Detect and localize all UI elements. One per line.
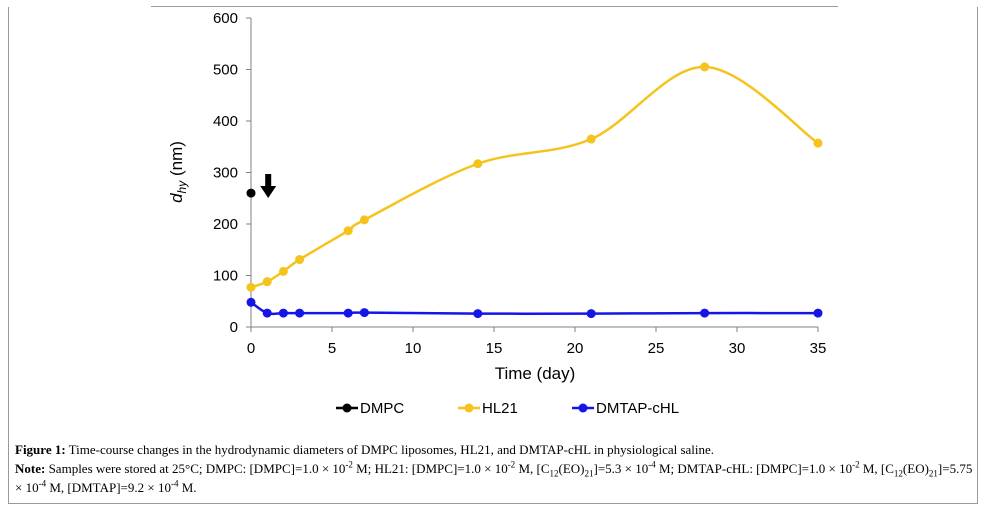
legend-label: DMTAP-cHL xyxy=(596,400,679,417)
series-line-dmtap-chl xyxy=(250,301,819,316)
legend-marker xyxy=(464,403,474,413)
frame-gap-left xyxy=(8,6,151,7)
series-line-hl21 xyxy=(250,65,819,289)
data-point-hl21 xyxy=(359,215,369,225)
y-tick-label: 300 xyxy=(213,165,238,182)
series-layer xyxy=(246,62,823,319)
data-point-hl21 xyxy=(700,62,710,72)
data-point-dmtap-chl xyxy=(700,308,710,318)
legend-label: HL21 xyxy=(482,400,518,417)
data-point-dmtap-chl xyxy=(359,308,369,318)
figure-text: Time-course changes in the hydrodynamic … xyxy=(65,442,715,457)
x-tick-label: 35 xyxy=(810,340,827,357)
y-axis-title-subscript: hy xyxy=(175,180,189,194)
line-chart: 0 100 200 300 400 500 600 0 5 10 15 20 25 30 35 Time (… xyxy=(167,10,826,417)
legend-label: DMPC xyxy=(360,400,404,417)
x-tick-label: 20 xyxy=(567,340,584,357)
data-point-dmtap-chl xyxy=(246,297,256,307)
data-point-hl21 xyxy=(295,255,305,265)
frame-gap-right xyxy=(838,6,978,7)
axes xyxy=(246,17,819,332)
x-tick-label: 10 xyxy=(405,340,422,357)
figure-label: Figure 1: xyxy=(15,442,66,457)
data-point-hl21 xyxy=(246,282,256,292)
y-tick-label: 100 xyxy=(213,268,238,285)
data-point-hl21 xyxy=(343,226,353,236)
y-tick-label: 600 xyxy=(213,10,238,27)
figure-caption: Figure 1: Time-course changes in the hyd… xyxy=(15,440,973,497)
legend-item-hl21: HL21 xyxy=(458,400,518,417)
legend-item-dmtap-chl: DMTAP-cHL xyxy=(572,400,679,417)
caption-title-line: Figure 1: Time-course changes in the hyd… xyxy=(15,440,973,459)
x-tick-label: 30 xyxy=(729,340,746,357)
note-label: Note: xyxy=(15,461,46,476)
data-point-dmpc xyxy=(246,188,256,198)
data-point-dmtap-chl xyxy=(473,309,483,319)
x-axis-title: Time (day) xyxy=(495,364,576,383)
annotation-layer xyxy=(260,174,277,198)
legend-marker xyxy=(578,403,588,413)
tick-labels: 0 100 200 300 400 500 600 0 5 10 15 20 25 30 35 xyxy=(213,10,826,357)
figure-frame xyxy=(8,6,978,504)
data-point-dmtap-chl xyxy=(278,308,288,318)
y-tick-label: 0 xyxy=(230,319,238,336)
x-tick-label: 0 xyxy=(247,340,255,357)
legend-marker xyxy=(342,403,352,413)
caption-note: Note: Samples were stored at 25°C; DMPC:… xyxy=(15,459,973,495)
data-point-hl21 xyxy=(813,138,823,148)
series-hl21 xyxy=(246,62,823,292)
x-tick-label: 15 xyxy=(486,340,503,357)
y-axis-title-unit: (nm) xyxy=(167,141,186,181)
data-point-hl21 xyxy=(262,277,272,287)
data-point-dmtap-chl xyxy=(586,309,596,319)
y-tick-label: 400 xyxy=(213,113,238,130)
y-tick-label: 500 xyxy=(213,62,238,79)
data-point-hl21 xyxy=(586,134,596,144)
data-point-hl21 xyxy=(278,266,288,276)
data-point-dmtap-chl xyxy=(262,308,272,318)
y-axis-title: dhy (nm) xyxy=(167,141,189,203)
legend: DMPC HL21 DMTAP-cHL xyxy=(336,400,679,417)
data-point-dmtap-chl xyxy=(343,308,353,318)
y-tick-label: 200 xyxy=(213,216,238,233)
data-point-dmtap-chl xyxy=(295,308,305,318)
series-dmtap-chl xyxy=(246,297,823,319)
x-tick-label: 5 xyxy=(328,340,336,357)
data-point-hl21 xyxy=(473,159,483,169)
down-arrow-icon xyxy=(260,174,277,198)
series-dmpc xyxy=(246,188,256,198)
legend-item-dmpc: DMPC xyxy=(336,400,404,417)
data-point-dmtap-chl xyxy=(813,308,823,318)
y-axis-title-symbol: d xyxy=(167,193,186,203)
x-tick-label: 25 xyxy=(648,340,665,357)
